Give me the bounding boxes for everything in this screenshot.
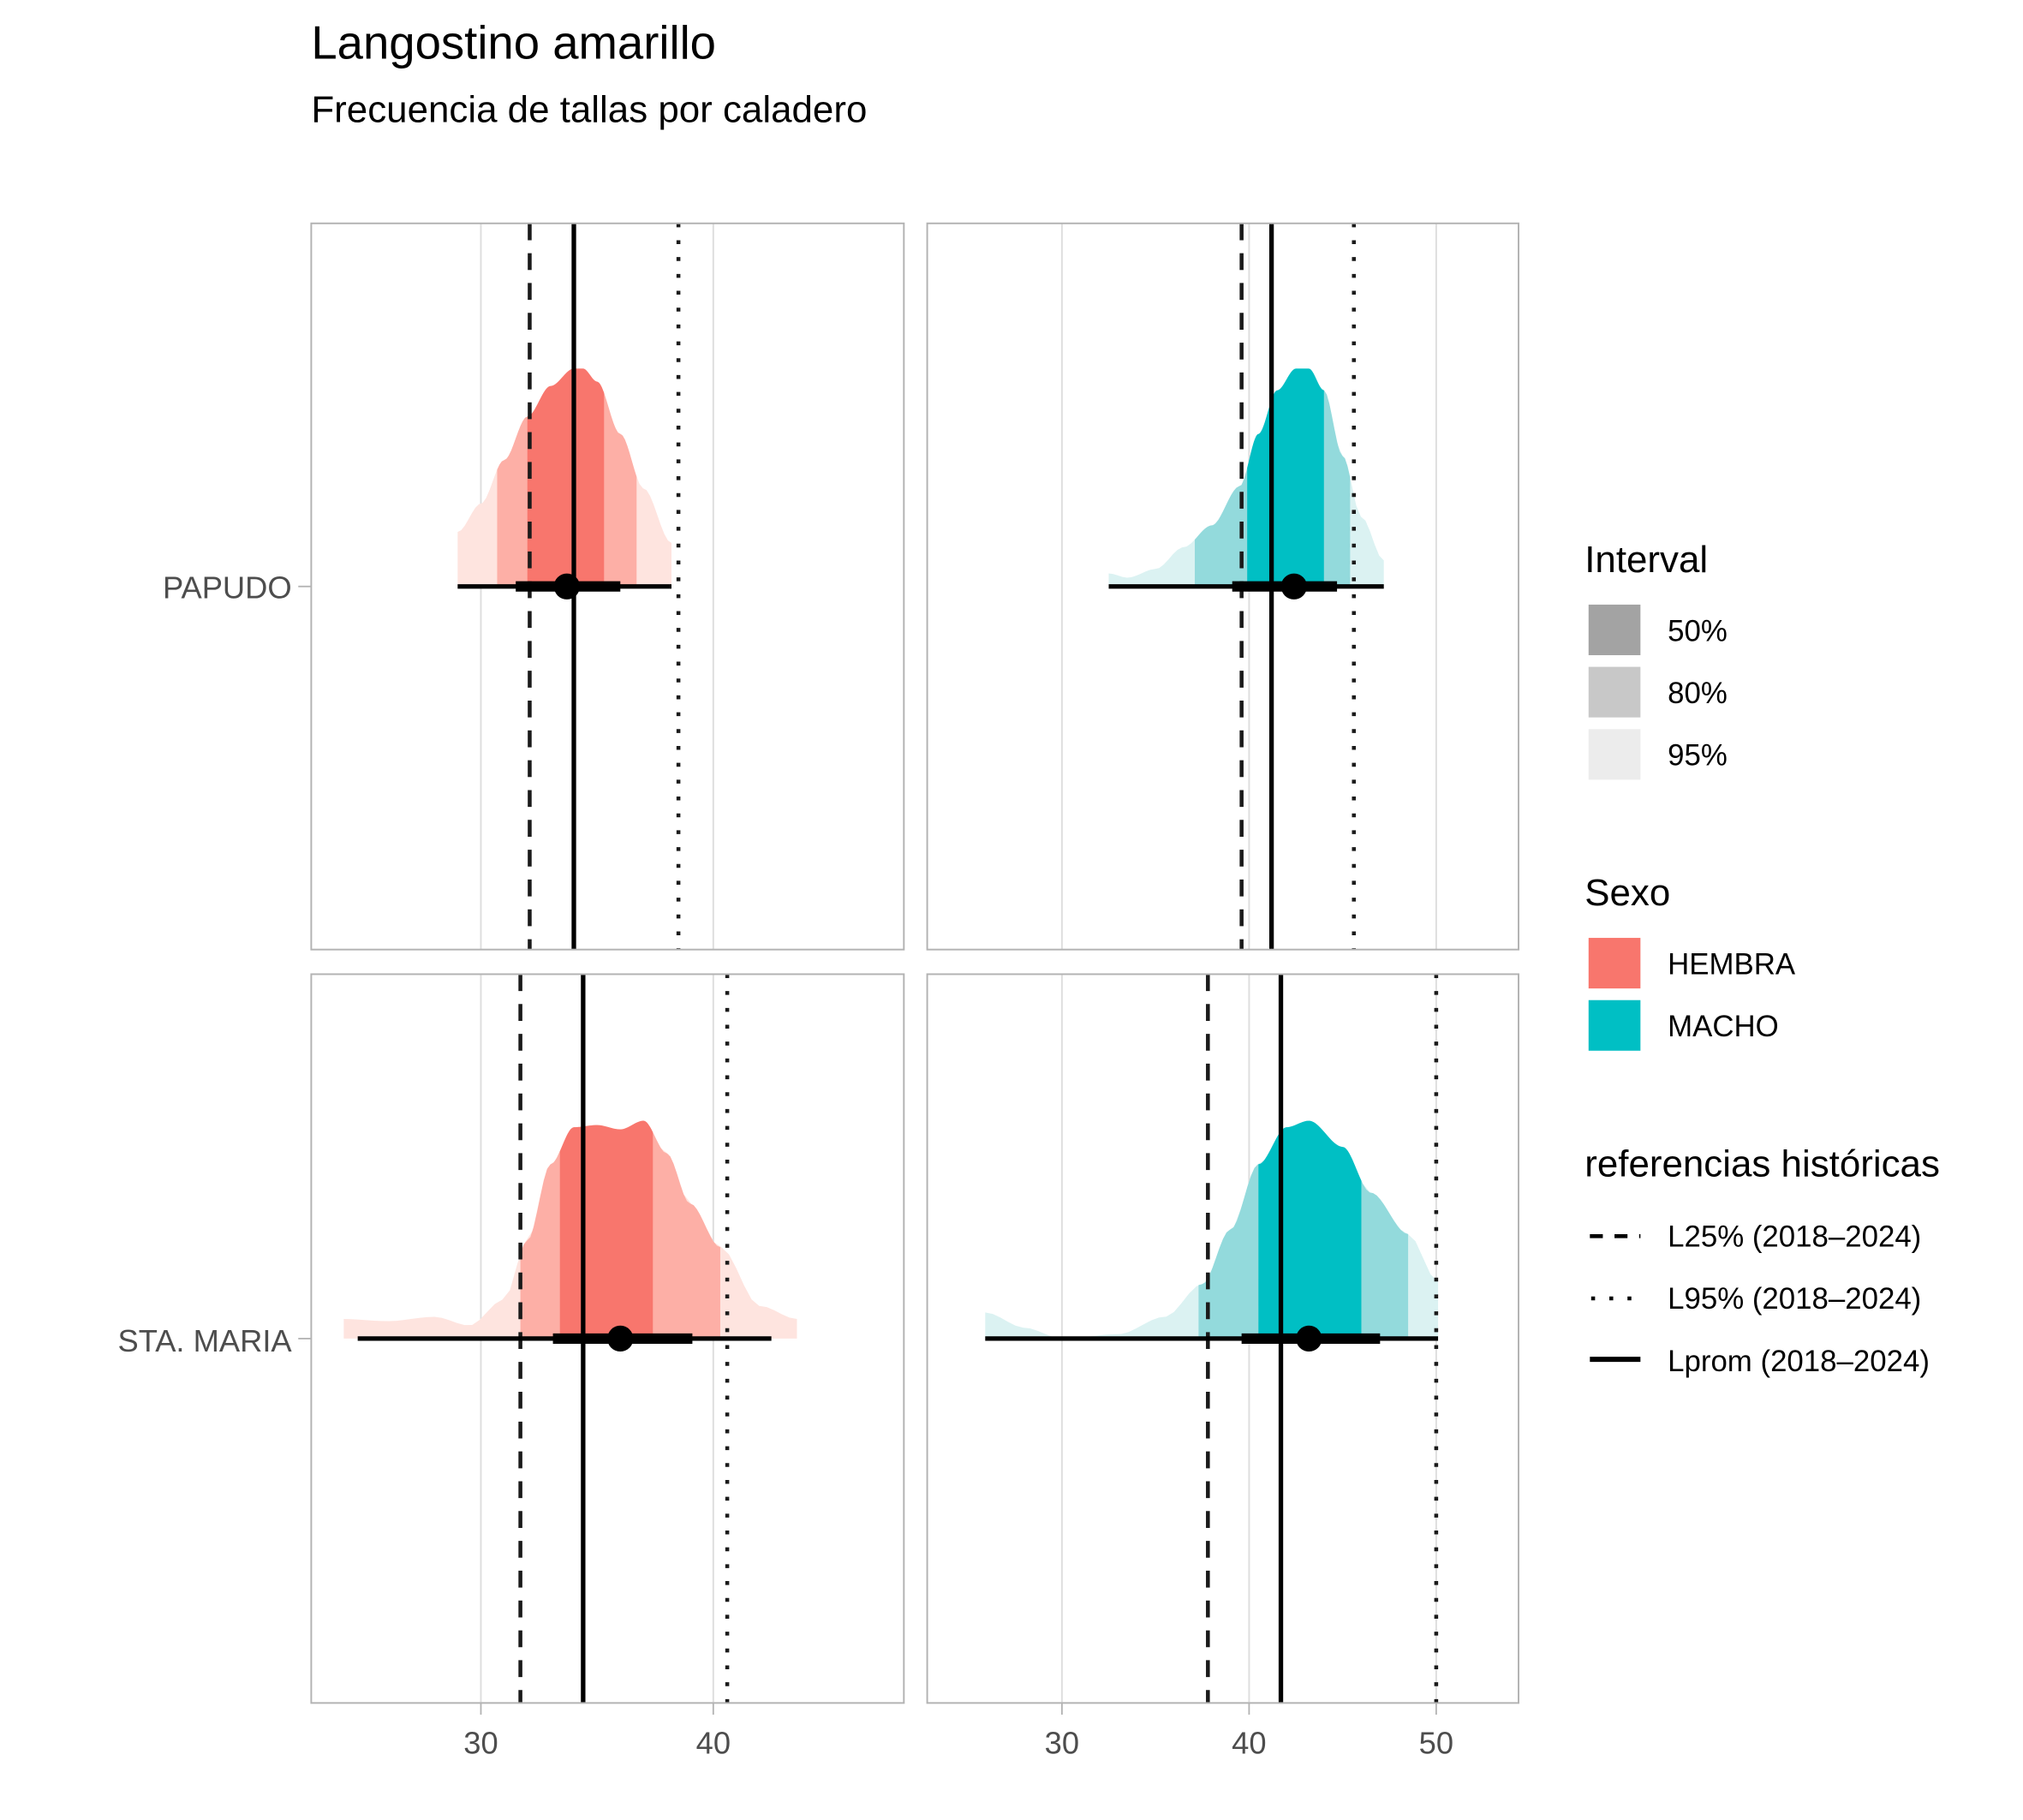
x-tick-label-hembra-40: 40 bbox=[696, 1725, 731, 1760]
legend-label-80: 80% bbox=[1668, 677, 1728, 710]
panel-border bbox=[926, 222, 1519, 951]
x-tick-label-macho-40: 40 bbox=[1232, 1725, 1266, 1760]
x-axes: 30 40 30 40 50 bbox=[463, 1703, 1453, 1760]
facet-panels bbox=[310, 222, 1519, 1704]
panel-border bbox=[926, 973, 1519, 1704]
density-50-area bbox=[1247, 368, 1324, 587]
x-tick-label-macho-30: 30 bbox=[1045, 1725, 1079, 1760]
panel-papudo-hembra bbox=[310, 222, 905, 951]
legend-label-50: 50% bbox=[1668, 614, 1728, 647]
x-tick-label-hembra-30: 30 bbox=[463, 1725, 498, 1760]
legend-swatch-80 bbox=[1588, 666, 1641, 718]
density-50-area bbox=[1258, 1120, 1362, 1339]
point-estimate bbox=[607, 1325, 634, 1352]
row-label-sta-maria: STA. MARIA bbox=[117, 1323, 292, 1358]
legend-referencias-title: referencias históricas bbox=[1584, 1143, 1940, 1185]
legend-swatch-50 bbox=[1588, 604, 1641, 655]
point-estimate bbox=[553, 573, 581, 600]
legend-sexo-title: Sexo bbox=[1584, 872, 1670, 914]
chart-subtitle: Frecuencia de tallas por caladero bbox=[311, 89, 867, 131]
legend-interval: Interval 50% 80% 95% bbox=[1584, 539, 1728, 780]
density-50-area bbox=[527, 368, 605, 587]
legend-sexo: Sexo HEMBRA MACHO bbox=[1584, 872, 1796, 1051]
legend-label-macho: MACHO bbox=[1668, 1010, 1779, 1043]
legend-swatch-95 bbox=[1588, 729, 1641, 780]
legend-label-95: 95% bbox=[1668, 739, 1728, 773]
density-50-area bbox=[559, 1120, 653, 1339]
legend-swatch-macho bbox=[1588, 1000, 1641, 1051]
panel-sta-maria-macho bbox=[926, 973, 1519, 1704]
x-tick-label-macho-50: 50 bbox=[1419, 1725, 1453, 1760]
legend-label-lprom: Lprom (2018–2024) bbox=[1668, 1345, 1930, 1378]
legend-label-l25: L25% (2018–2024) bbox=[1668, 1220, 1921, 1253]
legend-label-l95: L95% (2018–2024) bbox=[1668, 1282, 1921, 1316]
legend-label-hembra: HEMBRA bbox=[1668, 947, 1796, 981]
row-label-papudo: PAPUDO bbox=[163, 570, 292, 605]
panel-sta-maria-hembra bbox=[310, 973, 905, 1704]
point-estimate bbox=[1280, 573, 1307, 600]
legend-interval-title: Interval bbox=[1584, 539, 1708, 581]
legend-swatch-hembra bbox=[1588, 938, 1641, 989]
legend-referencias: referencias históricas L25% (2018–2024) … bbox=[1584, 1143, 1940, 1378]
panel-papudo-macho bbox=[926, 222, 1519, 951]
point-estimate bbox=[1296, 1325, 1322, 1352]
chart-title: Langostino amarillo bbox=[311, 16, 716, 69]
